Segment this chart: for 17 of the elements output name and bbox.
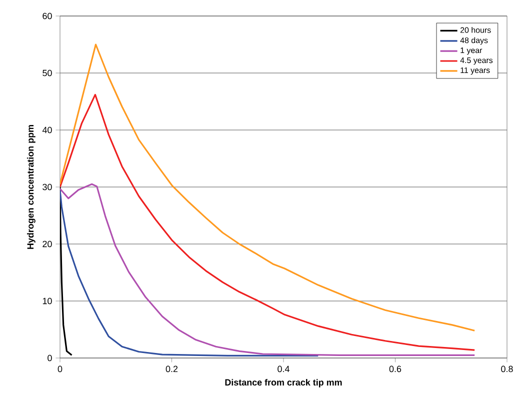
x-tick-label: 0.2	[166, 366, 178, 372]
line-series	[60, 183, 476, 356]
x-axis-title: Distance from crack tip mm	[225, 378, 342, 388]
x-tick-label: 0.8	[501, 366, 513, 372]
y-tick-label: 40	[42, 126, 52, 134]
x-tick-label: 0	[58, 366, 62, 372]
y-tick-label: 10	[42, 298, 52, 304]
line-series	[60, 190, 319, 357]
x-tick-label: 0.6	[389, 366, 402, 372]
y-tick-label: 30	[42, 184, 52, 190]
y-tick-label: 20	[42, 240, 52, 248]
line-series	[60, 94, 476, 351]
y-tick-label: 50	[42, 70, 52, 76]
y-tick-label: 60	[42, 12, 52, 20]
x-tick-label: 0.4	[278, 366, 290, 372]
y-axis-title: Hydrogen concentration ppm	[27, 125, 36, 249]
y-tick-label: 0	[48, 354, 52, 362]
